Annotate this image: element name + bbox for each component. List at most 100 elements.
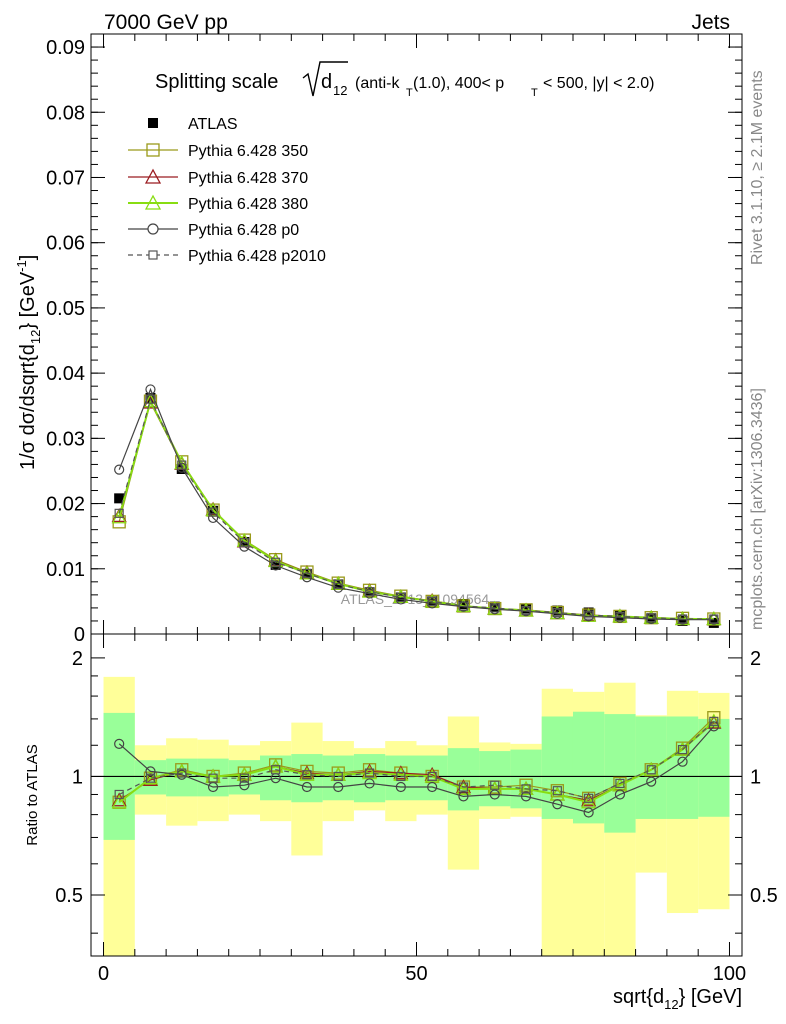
svg-text:sqrt{d12} [GeV]: sqrt{d12} [GeV] [613, 986, 742, 1012]
ratio-point-pythia-6-428-p2010 [271, 765, 281, 775]
ratio-xtick-label: 100 [713, 963, 746, 985]
main-ytick-label: 0.03 [46, 428, 85, 450]
main-panel: ATLAS_2013_I1094564 00.010.020.030.040.0… [14, 33, 743, 646]
main-point-pythia-6-428-p2010 [677, 614, 688, 624]
ratio-point-pythia-6-428-p0 [583, 807, 594, 818]
ratio-point-pythia-6-428-p2010 [677, 744, 688, 755]
rivet-label: Rivet 3.1.10, ≥ 2.1M events [749, 70, 766, 265]
ratio-xtick-label: 0 [98, 963, 109, 985]
ratio-point-pythia-6-428-p2010 [490, 780, 500, 790]
main-point-atlas [521, 603, 532, 614]
ratio-point-pythia-6-428-p0 [364, 778, 375, 789]
title-tail2-sub: T [531, 87, 538, 99]
legend-marker-350 [146, 143, 160, 157]
ratio-point-pythia-6-428-p0 [677, 756, 688, 767]
ratio-panel: 0.5 0.51 12 20 50 100 Ratio to ATLAS sqrt{d12… [24, 633, 778, 1012]
main-axes: 0 0.01 0.02 0.03 0.04 0.05 0.06 0.07 0.08 0.09 [46, 34, 742, 646]
main-point-pythia-6-428-p2010 [646, 613, 656, 623]
main-point-pythia-6-428-p2010 [364, 587, 375, 597]
legend-label-p2010: Pythia 6.428 p2010 [188, 248, 326, 265]
main-point-pythia-6-428-p0 [114, 464, 125, 475]
main-point-pythia-6-428-380 [142, 393, 159, 408]
ratio-point-pythia-6-428-p0 [646, 776, 657, 787]
main-point-atlas [114, 493, 125, 504]
main-ytick-label: 0.07 [46, 167, 85, 189]
ratio-point-pythia-6-428-p2010 [458, 782, 469, 792]
main-point-pythia-6-428-p0 [207, 512, 219, 524]
main-series-layer [111, 384, 722, 628]
legend-label-380: Pythia 6.428 380 [188, 196, 308, 213]
ratio-ytick-label: 2 [72, 648, 83, 670]
main-point-pythia-6-428-380 [299, 565, 315, 580]
ratio-ytick-label-right: 1 [750, 766, 761, 788]
main-point-pythia-6-428-p2010 [271, 557, 281, 567]
legend-marker-370 [144, 168, 162, 184]
title-tail: (anti-k [355, 75, 400, 92]
main-point-pythia-6-428-p2010 [396, 592, 406, 603]
ratio-point-pythia-6-428-p2010 [552, 786, 562, 796]
ratio-point-pythia-6-428-380 [111, 794, 127, 809]
ylabel-sup: -1 [14, 260, 29, 272]
ratio-point-pythia-6-428-p2010 [364, 768, 375, 778]
main-point-pythia-6-428-p2010 [208, 507, 218, 517]
xlabel: sqrt{d12} [GeV] [613, 986, 742, 1012]
ratio-point-pythia-6-428-380 [643, 761, 659, 776]
ratio-axes: 0.5 0.5 1 1 2 2 0 50 100 [55, 634, 778, 985]
plot-title: Splitting scale d 12 (anti-k T (1.0), 40… [155, 61, 655, 99]
title-tail3: < 500, |y| < 2.0) [543, 75, 655, 92]
ratio-point-pythia-6-428-p0 [427, 781, 438, 793]
ratio-band-inner [698, 718, 730, 817]
ratio-point-pythia-6-428-380 [674, 741, 691, 756]
ratio-ytick-label: 0.5 [55, 885, 83, 907]
ratio-band-inner [604, 714, 636, 833]
ratio-band-inner [541, 716, 573, 819]
ratio-point-pythia-6-428-p2010 [646, 765, 656, 775]
main-point-pythia-6-428-p2010 [177, 460, 187, 470]
legend-label-p0: Pythia 6.428 p0 [188, 222, 299, 239]
ylabel-tail: } [GeV [17, 271, 39, 329]
ratio-point-pythia-6-428-380 [455, 780, 472, 796]
main-ytick-label: 0 [74, 624, 85, 646]
title-main: Splitting scale [155, 71, 278, 93]
ratio-point-pythia-6-428-p0 [708, 721, 719, 732]
ratio-point-pythia-6-428-p0 [395, 781, 406, 793]
ratio-point-pythia-6-428-p2010 [521, 784, 531, 794]
ratio-xtick-label: 50 [405, 963, 427, 985]
ylabel-end: ] [17, 255, 39, 261]
ratio-point-pythia-6-428-350 [707, 711, 721, 725]
legend: ATLAS Pythia 6.428 350 Pythia 6.428 370 … [128, 116, 326, 265]
ratio-point-pythia-6-428-p2010 [114, 789, 124, 800]
legend-marker-atlas [148, 118, 158, 128]
ratio-ytick-label: 1 [72, 766, 83, 788]
legend-marker-p2010 [148, 250, 158, 260]
main-ytick-label: 0.04 [46, 363, 85, 385]
main-point-pythia-6-428-p2010 [427, 596, 437, 606]
ratio-band-inner [322, 755, 354, 801]
ratio-point-pythia-6-428-p0 [333, 781, 344, 793]
main-point-pythia-6-428-p2010 [521, 605, 531, 616]
ratio-point-pythia-6-428-p2010 [145, 773, 156, 783]
main-point-pythia-6-428-p2010 [709, 614, 719, 624]
ratio-point-pythia-6-428-350 [550, 784, 564, 798]
ratio-point-pythia-6-428-350 [519, 778, 533, 792]
ratio-point-pythia-6-428-380 [612, 777, 628, 792]
legend-label-370: Pythia 6.428 370 [188, 170, 308, 187]
main-ytick-label: 0.01 [46, 559, 85, 581]
ratio-band-inner [228, 760, 261, 795]
main-ytick-label: 0.05 [46, 298, 85, 320]
ratio-point-pythia-6-428-p2010 [584, 793, 594, 803]
ratio-point-pythia-6-428-p0 [114, 738, 125, 749]
main-point-atlas [458, 599, 469, 609]
ratio-point-pythia-6-428-p2010 [427, 771, 437, 782]
main-ytick-label: 0.06 [46, 233, 85, 255]
ratio-ytick-label-right: 2 [750, 648, 761, 670]
main-point-atlas [489, 601, 500, 612]
legend-label-atlas: ATLAS [188, 116, 238, 133]
main-point-pythia-6-428-p0 [145, 384, 156, 395]
main-point-pythia-6-428-p2010 [114, 508, 124, 518]
ratio-band-inner [635, 716, 667, 819]
ratio-point-pythia-6-428-p0 [489, 789, 500, 800]
ratio-point-pythia-6-428-p2010 [177, 768, 187, 778]
xlabel-sub: 12 [664, 997, 678, 1012]
